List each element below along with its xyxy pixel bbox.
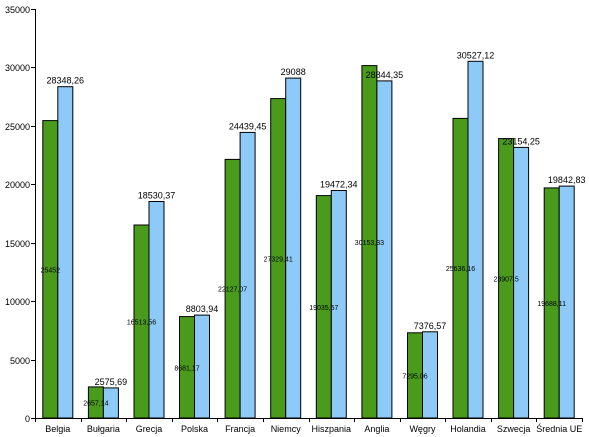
x-tick-label: Belgia <box>45 424 70 434</box>
bars <box>42 60 575 419</box>
data-label-series-2: 18530,37 <box>138 191 176 201</box>
y-tick-label: 10000 <box>5 297 30 307</box>
data-label-series-2: 28348,26 <box>47 76 85 86</box>
x-tick-label: Średnia UE <box>536 423 582 434</box>
x-tick-label: Francja <box>225 424 255 434</box>
data-label-series-1: 2657,14 <box>83 401 108 408</box>
x-tick-label: Węgry <box>409 424 436 434</box>
y-tick-label: 35000 <box>5 5 30 15</box>
bar-series-2 <box>467 60 484 419</box>
bar-series-2 <box>194 314 210 419</box>
data-labels: 25452 28348,26 2657,14 2575,69 16513,56 18530… <box>41 50 586 407</box>
y-tick-label: 0 <box>25 414 30 424</box>
data-label-series-2: 19472,34 <box>320 180 358 190</box>
data-label-series-1: 8681,17 <box>174 365 199 372</box>
data-label-series-1: 7295,06 <box>402 373 427 380</box>
x-tick-label: Bułgaria <box>87 424 120 434</box>
data-label-series-1: 30153,33 <box>355 240 384 247</box>
data-label-series-1: 25452 <box>41 267 61 274</box>
data-label-series-2: 24439,45 <box>229 121 267 131</box>
data-label-series-2: 7376,57 <box>414 321 447 331</box>
x-tick-label: Hiszpania <box>312 424 352 434</box>
data-label-series-2: 30527,12 <box>457 50 495 60</box>
y-tick-label: 5000 <box>10 356 30 366</box>
data-label-series-2: 28844,35 <box>366 70 404 80</box>
x-tick-label: Szwecja <box>497 424 531 434</box>
data-label-series-2: 29088 <box>281 67 306 77</box>
data-label-series-1: 19035,57 <box>309 305 338 312</box>
x-tick-label: Grecja <box>136 424 163 434</box>
x-tick-label: Niemcy <box>271 424 302 434</box>
bar-series-2 <box>422 331 438 419</box>
data-label-series-1: 27329,41 <box>264 256 293 263</box>
data-label-series-1: 22127,07 <box>218 287 247 294</box>
x-tick-label: Holandia <box>450 424 486 434</box>
data-label-series-1: 25636,16 <box>446 266 475 273</box>
data-label-series-2: 23154,25 <box>502 136 540 146</box>
y-tick-label: 30000 <box>5 63 30 73</box>
bar-series-2 <box>558 185 575 419</box>
data-label-series-2: 8803,94 <box>186 304 219 314</box>
data-label-series-2: 2575,69 <box>95 377 128 387</box>
data-label-series-1: 16513,56 <box>127 320 156 327</box>
x-tick-label: Polska <box>181 424 208 434</box>
y-axis: 0 5000 10000 15000 20000 25000 30000 35000 <box>5 5 36 424</box>
y-tick-label: 15000 <box>5 239 30 249</box>
y-tick-label: 25000 <box>5 122 30 132</box>
bar-series-2 <box>239 131 256 419</box>
x-axis: Belgia Bułgaria Grecja Polska Francja Niemcy H… <box>35 418 583 434</box>
data-label-series-2: 19842,83 <box>548 175 586 185</box>
bar-series-2 <box>330 190 347 419</box>
bar-series-2 <box>57 86 74 419</box>
data-label-series-1: 23907,5 <box>493 276 518 283</box>
bar-series-2 <box>376 80 393 419</box>
data-label-series-1: 19688,11 <box>537 301 566 308</box>
bar-series-2 <box>148 201 165 419</box>
bar-series-2 <box>513 146 530 419</box>
bar-series-2 <box>102 387 119 419</box>
y-tick-label: 20000 <box>5 180 30 190</box>
bar-series-2 <box>285 77 302 419</box>
x-tick-label: Anglia <box>364 424 389 434</box>
